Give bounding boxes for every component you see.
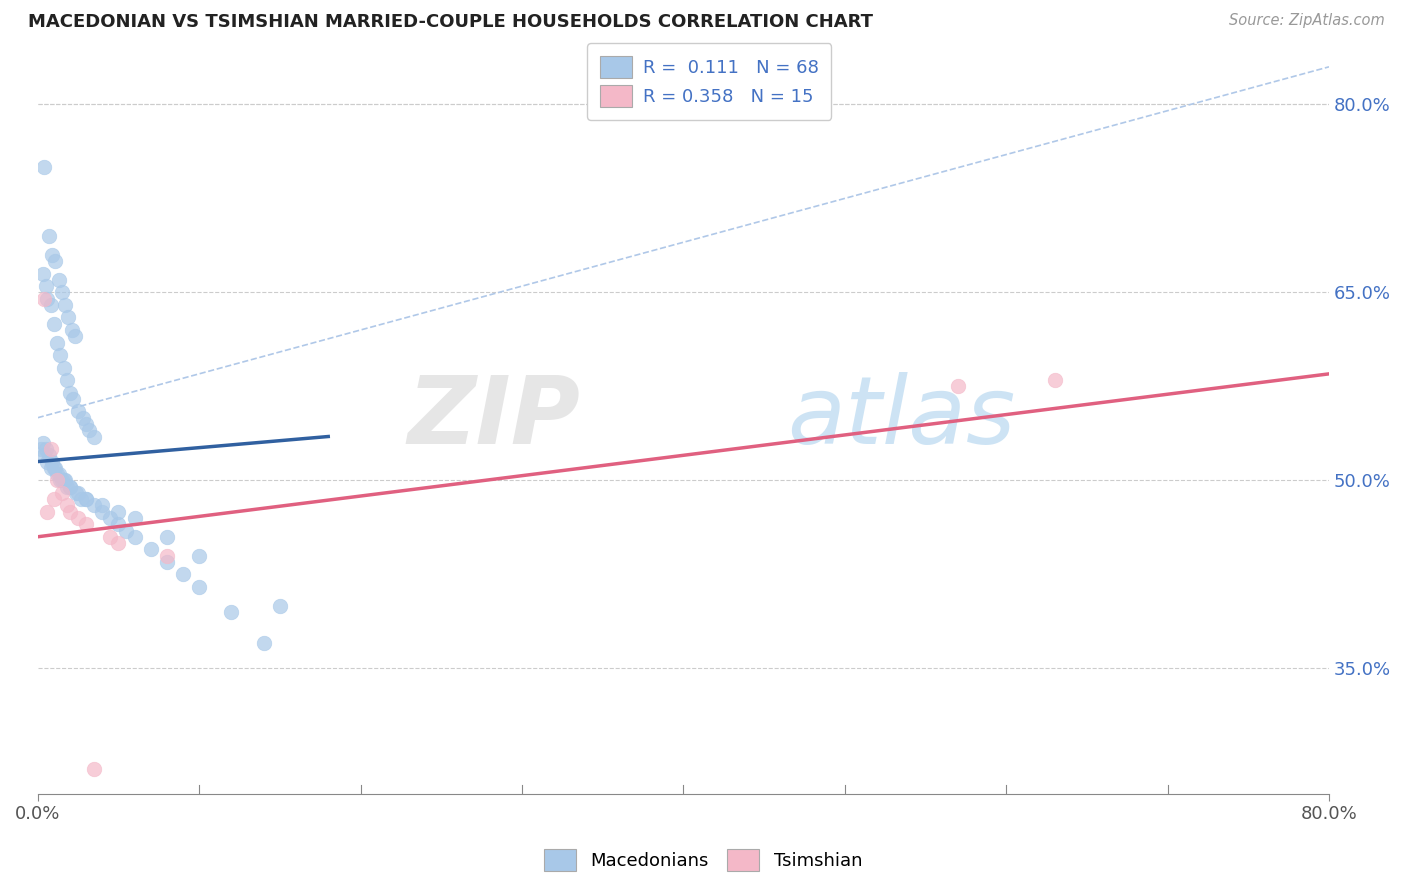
- Point: [48, 467, 70, 482]
- Point: [1043, 373, 1066, 387]
- Point: [37, 505, 59, 519]
- Point: [67, 404, 90, 418]
- Point: [75, 417, 97, 431]
- Point: [35, 442, 58, 456]
- Point: [115, 524, 138, 538]
- Point: [59, 480, 82, 494]
- Point: [139, 542, 162, 557]
- Point: [55, 373, 77, 387]
- Point: [41, 454, 63, 468]
- Point: [44, 460, 66, 475]
- Point: [83, 429, 105, 443]
- Point: [83, 762, 105, 776]
- Point: [53, 298, 76, 312]
- Point: [44, 254, 66, 268]
- Point: [221, 605, 243, 619]
- Text: atlas: atlas: [786, 372, 1015, 463]
- Point: [49, 348, 72, 362]
- Text: MACEDONIAN VS TSIMSHIAN MARRIED-COUPLE HOUSEHOLDS CORRELATION CHART: MACEDONIAN VS TSIMSHIAN MARRIED-COUPLE H…: [28, 13, 873, 31]
- Point: [38, 448, 60, 462]
- Point: [107, 536, 129, 550]
- Point: [91, 499, 114, 513]
- Point: [60, 323, 83, 337]
- Point: [269, 599, 291, 613]
- Point: [38, 229, 60, 244]
- Point: [46, 474, 69, 488]
- Point: [42, 492, 65, 507]
- Point: [32, 448, 55, 462]
- Point: [75, 517, 97, 532]
- Point: [62, 392, 84, 406]
- Point: [39, 298, 62, 312]
- Point: [253, 636, 276, 650]
- Point: [39, 460, 62, 475]
- Point: [72, 410, 94, 425]
- Point: [30, 442, 52, 456]
- Point: [156, 555, 179, 569]
- Point: [75, 492, 97, 507]
- Point: [48, 273, 70, 287]
- Point: [31, 435, 53, 450]
- Point: [51, 474, 73, 488]
- Point: [37, 292, 59, 306]
- Point: [98, 511, 121, 525]
- Point: [91, 505, 114, 519]
- Point: [75, 492, 97, 507]
- Legend: R =  0.111   N = 68, R = 0.358   N = 15: R = 0.111 N = 68, R = 0.358 N = 15: [586, 44, 831, 120]
- Point: [107, 517, 129, 532]
- Point: [46, 467, 69, 482]
- Point: [67, 511, 90, 525]
- Point: [55, 499, 77, 513]
- Point: [98, 530, 121, 544]
- Point: [946, 379, 969, 393]
- Point: [188, 580, 211, 594]
- Point: [79, 423, 101, 437]
- Point: [49, 474, 72, 488]
- Point: [53, 474, 76, 488]
- Point: [42, 460, 65, 475]
- Point: [41, 248, 63, 262]
- Point: [59, 505, 82, 519]
- Point: [172, 567, 194, 582]
- Point: [156, 530, 179, 544]
- Point: [51, 285, 73, 300]
- Text: Source: ZipAtlas.com: Source: ZipAtlas.com: [1229, 13, 1385, 29]
- Point: [188, 549, 211, 563]
- Point: [124, 530, 146, 544]
- Point: [32, 160, 55, 174]
- Point: [55, 480, 77, 494]
- Point: [31, 267, 53, 281]
- Text: ZIP: ZIP: [408, 372, 581, 464]
- Point: [37, 454, 59, 468]
- Point: [63, 329, 86, 343]
- Point: [65, 486, 87, 500]
- Point: [124, 511, 146, 525]
- Point: [39, 442, 62, 456]
- Point: [42, 317, 65, 331]
- Point: [51, 486, 73, 500]
- Point: [32, 292, 55, 306]
- Point: [83, 499, 105, 513]
- Point: [52, 474, 75, 488]
- Point: [67, 486, 90, 500]
- Point: [70, 492, 93, 507]
- Point: [107, 505, 129, 519]
- Point: [156, 549, 179, 563]
- Point: [58, 310, 80, 325]
- Point: [52, 360, 75, 375]
- Legend: Macedonians, Tsimshian: Macedonians, Tsimshian: [536, 842, 870, 879]
- Point: [59, 385, 82, 400]
- Point: [35, 279, 58, 293]
- Point: [46, 335, 69, 350]
- Point: [59, 480, 82, 494]
